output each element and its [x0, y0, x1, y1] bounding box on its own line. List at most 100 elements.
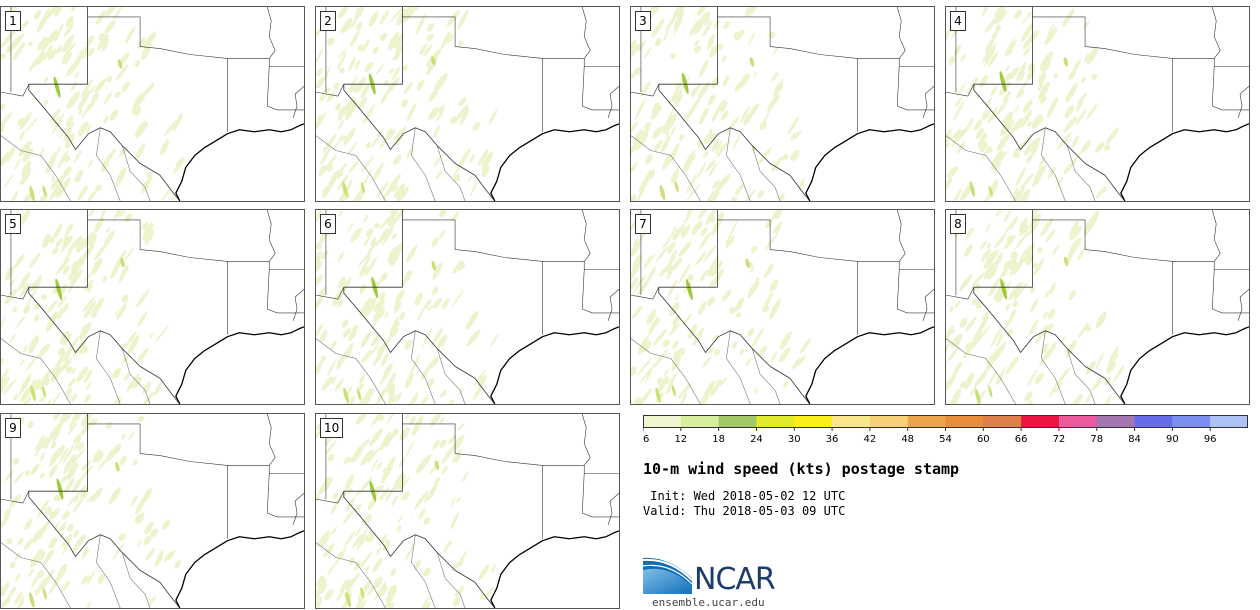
- wind-streak: [481, 165, 490, 177]
- wind-streak: [681, 224, 691, 239]
- wind-streak: [1062, 8, 1075, 27]
- wind-streak: [159, 186, 172, 201]
- wind-streak: [371, 414, 384, 426]
- wind-streak: [1053, 381, 1063, 394]
- wind-streak: [953, 99, 965, 121]
- mississippi-river-border: [266, 414, 304, 525]
- wind-streak: [403, 81, 414, 95]
- oklahoma-border: [1032, 16, 1173, 132]
- wind-streak: [669, 249, 678, 263]
- wind-streak: [631, 162, 638, 175]
- wind-streak: [390, 568, 396, 576]
- wind-streak: [143, 175, 153, 191]
- wind-streak: [665, 378, 672, 385]
- wind-streak: [83, 279, 94, 291]
- wind-streak: [775, 225, 781, 234]
- wind-streak: [404, 339, 413, 350]
- wind-streak: [946, 325, 954, 342]
- wind-streak: [1075, 108, 1087, 125]
- wind-streak: [1, 368, 9, 385]
- wind-streak: [379, 32, 388, 42]
- wind-streak: [30, 463, 40, 475]
- wind-streak: [385, 128, 392, 139]
- wind-streak: [55, 23, 64, 39]
- wind-streak: [686, 210, 695, 217]
- wind-streak: [401, 491, 408, 502]
- wind-streak: [1082, 21, 1090, 31]
- wind-streak: [1037, 117, 1044, 126]
- wind-shading: [1, 7, 184, 201]
- wind-streak: [968, 118, 974, 126]
- wind-streak: [708, 128, 713, 135]
- wind-streak: [1004, 35, 1017, 56]
- wind-streak-strong: [360, 587, 365, 599]
- wind-streak: [414, 7, 419, 12]
- wind-streak: [174, 560, 182, 569]
- wind-streak: [337, 52, 347, 70]
- arkansas-louisiana-border: [542, 58, 619, 111]
- wind-streak: [341, 18, 353, 34]
- wind-streak: [959, 275, 972, 292]
- wind-streak: [65, 366, 73, 374]
- colorbar-tick-label: 78: [1090, 434, 1103, 445]
- wind-streak: [143, 221, 149, 229]
- wind-streak: [1053, 72, 1058, 79]
- wind-streak: [316, 242, 322, 250]
- wind-streak: [966, 76, 979, 95]
- wind-streak: [1091, 376, 1103, 391]
- wind-streak: [964, 372, 975, 390]
- colorbar-swatch: [869, 415, 908, 428]
- member-number-label: 4: [950, 11, 966, 31]
- wind-streak: [23, 147, 34, 163]
- wind-streak: [672, 90, 683, 103]
- mississippi-river-border: [896, 7, 934, 118]
- wind-streak: [409, 416, 416, 426]
- wind-streak: [45, 152, 57, 174]
- forecast-times: Init: Wed 2018-05-02 12 UTC Valid: Thu 2…: [643, 489, 845, 519]
- texas-border: [343, 414, 496, 608]
- wind-streak: [1017, 88, 1025, 98]
- wind-streak: [319, 578, 327, 588]
- colorbar-tick-label: 6: [643, 434, 649, 445]
- wind-streak: [725, 116, 740, 135]
- wind-streak: [21, 146, 30, 163]
- wind-streak-strong: [659, 184, 666, 201]
- wind-streak: [337, 113, 343, 121]
- wind-streak: [1003, 235, 1016, 250]
- wind-streak: [1095, 352, 1104, 370]
- wind-streak: [80, 80, 94, 98]
- wind-streak: [428, 89, 438, 102]
- wind-streak: [714, 140, 723, 155]
- gulf-coastline: [805, 326, 934, 404]
- wind-streak: [672, 350, 681, 360]
- wind-streak: [51, 175, 56, 182]
- wind-streak: [63, 245, 74, 265]
- wind-streak: [405, 440, 415, 457]
- valid-time: Valid: Thu 2018-05-03 09 UTC: [643, 504, 846, 518]
- wind-streak: [716, 212, 725, 223]
- wind-streak: [946, 376, 954, 393]
- wind-streak: [1012, 141, 1026, 157]
- wind-streak: [396, 8, 408, 26]
- wind-streak: [329, 340, 337, 351]
- wind-streak: [723, 21, 730, 30]
- wind-streak: [1015, 166, 1027, 187]
- wind-streak: [675, 294, 679, 301]
- wind-streak: [67, 422, 78, 435]
- wind-streak: [57, 453, 67, 465]
- ensemble-member-panel: 10: [315, 413, 620, 609]
- wind-streak-strong: [342, 181, 348, 197]
- wind-streak: [48, 464, 58, 478]
- wind-streak: [440, 390, 447, 398]
- wind-streak: [691, 223, 700, 236]
- wind-streak: [319, 583, 328, 594]
- wind-streak: [47, 399, 52, 404]
- wind-streak: [352, 533, 363, 549]
- wind-streak: [631, 143, 639, 159]
- wind-streak: [434, 72, 448, 92]
- wind-streak: [1068, 289, 1077, 301]
- wind-streak: [24, 518, 33, 531]
- wind-streak: [636, 277, 651, 297]
- texas-border: [28, 7, 181, 201]
- wind-streak: [28, 40, 33, 47]
